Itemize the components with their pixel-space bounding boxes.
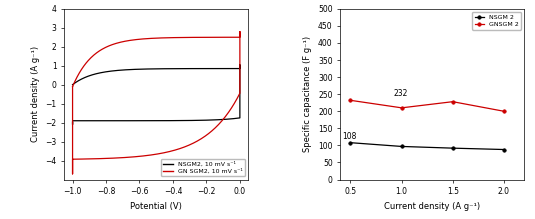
Y-axis label: Specific capacitance (F g⁻¹): Specific capacitance (F g⁻¹) (303, 36, 312, 152)
Legend: NSGM2, 10 mV s⁻¹, GN SGM2, 10 mV s⁻¹: NSGM2, 10 mV s⁻¹, GN SGM2, 10 mV s⁻¹ (161, 159, 245, 177)
Text: 108: 108 (342, 132, 357, 141)
Y-axis label: Current density (A g⁻¹): Current density (A g⁻¹) (30, 46, 40, 142)
Text: 232: 232 (393, 89, 408, 98)
X-axis label: Current density (A g⁻¹): Current density (A g⁻¹) (384, 202, 480, 211)
X-axis label: Potential (V): Potential (V) (131, 202, 182, 211)
Legend: NSGM 2, GNSGM 2: NSGM 2, GNSGM 2 (472, 12, 521, 30)
